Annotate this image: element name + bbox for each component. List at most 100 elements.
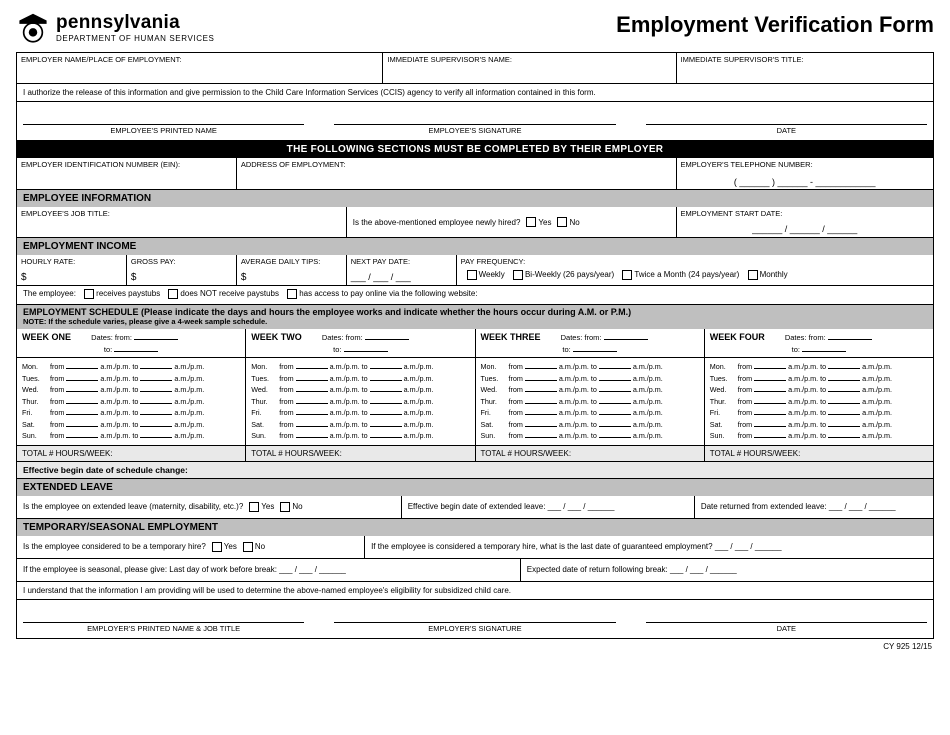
schedule-day-line[interactable]: Tues. from a.m./p.m. to a.m./p.m. [22,373,240,385]
schedule-day-line[interactable]: Sun. from a.m./p.m. to a.m./p.m. [251,430,469,442]
week-four-title: WEEK FOUR [710,332,765,342]
employer-section-banner: THE FOLLOWING SECTIONS MUST BE COMPLETED… [17,141,933,158]
schedule-day-line[interactable]: Wed. from a.m./p.m. to a.m./p.m. [710,384,928,396]
paystubs-prefix: The employee: [23,289,76,298]
start-date-blank[interactable]: ______ / ______ / ______ [681,218,929,234]
employer-date-line[interactable]: DATE [646,622,927,636]
employer-printed-name-line[interactable]: EMPLOYER'S PRINTED NAME & JOB TITLE [23,622,304,636]
freq-monthly-checkbox[interactable] [748,270,758,280]
state-name: pennsylvania [56,12,214,34]
temp-q3a: If the employee is seasonal, please give… [23,565,346,574]
week-two-header: WEEK TWO Dates: from: to: [246,329,475,357]
no-paystubs-checkbox[interactable] [168,289,178,299]
row-temp-1: Is the employee considered to be a tempo… [17,536,933,559]
week-three-header: WEEK THREE Dates: from: to: [476,329,705,357]
freq-twice-checkbox[interactable] [622,270,632,280]
total-hours-1: TOTAL # HOURS/WEEK: [17,446,246,461]
no-label: No [569,218,579,227]
ext-begin-label: Effective begin date of extended leave: … [408,502,615,511]
state-seal-icon [16,12,50,46]
schedule-day-line[interactable]: Tues. from a.m./p.m. to a.m./p.m. [710,373,928,385]
schedule-day-line[interactable]: Fri. from a.m./p.m. to a.m./p.m. [710,407,928,419]
logo-text: pennsylvania DEPARTMENT OF HUMAN SERVICE… [56,12,214,43]
new-hire-yes-checkbox[interactable] [526,217,536,227]
schedule-day-line[interactable]: Thur. from a.m./p.m. to a.m./p.m. [481,396,699,408]
start-date-label: EMPLOYMENT START DATE: [681,209,929,218]
no-paystubs-label: does NOT receive paystubs [180,289,279,298]
gross-pay-label: GROSS PAY: [131,257,232,266]
schedule-day-line[interactable]: Sun. from a.m./p.m. to a.m./p.m. [710,430,928,442]
online-pay-checkbox[interactable] [287,289,297,299]
schedule-banner-text: EMPLOYMENT SCHEDULE (Please indicate the… [23,307,631,317]
tips-dollar: $ [241,266,342,283]
schedule-day-line[interactable]: Wed. from a.m./p.m. to a.m./p.m. [481,384,699,396]
freq-biweekly-checkbox[interactable] [513,270,523,280]
schedule-header-row: WEEK ONE Dates: from: to: WEEK TWO Dates… [17,329,933,358]
schedule-day-line[interactable]: Thur. from a.m./p.m. to a.m./p.m. [710,396,928,408]
freq-weekly-label: Weekly [479,270,505,279]
schedule-day-line[interactable]: Wed. from a.m./p.m. to a.m./p.m. [251,384,469,396]
temp-yes-checkbox[interactable] [212,542,222,552]
temp-no-checkbox[interactable] [243,542,253,552]
schedule-day-line[interactable]: Mon. from a.m./p.m. to a.m./p.m. [481,361,699,373]
week-one-title: WEEK ONE [22,332,71,342]
ext-yes-checkbox[interactable] [249,502,259,512]
employee-date-line[interactable]: DATE [646,124,927,138]
tel-blank[interactable]: ( ______ ) ______ - ____________ [681,169,929,187]
schedule-day-line[interactable]: Thur. from a.m./p.m. to a.m./p.m. [251,396,469,408]
schedule-day-line[interactable]: Tues. from a.m./p.m. to a.m./p.m. [481,373,699,385]
employer-signature-line[interactable]: EMPLOYER'S SIGNATURE [334,622,615,636]
supervisor-name-label: IMMEDIATE SUPERVISOR'S NAME: [387,55,671,64]
next-pay-blank[interactable]: ___ / ___ / ___ [351,266,452,282]
week-four-header: WEEK FOUR Dates: from: to: [705,329,933,357]
schedule-day-line[interactable]: Sun. from a.m./p.m. to a.m./p.m. [481,430,699,442]
employment-income-banner: EMPLOYMENT INCOME [17,238,933,255]
temp-seasonal-banner: TEMPORARY/SEASONAL EMPLOYMENT [17,519,933,536]
form-title: Employment Verification Form [616,12,934,38]
freq-weekly-checkbox[interactable] [467,270,477,280]
schedule-day-line[interactable]: Thur. from a.m./p.m. to a.m./p.m. [22,396,240,408]
schedule-day-line[interactable]: Fri. from a.m./p.m. to a.m./p.m. [481,407,699,419]
schedule-day-line[interactable]: Sat. from a.m./p.m. to a.m./p.m. [710,419,928,431]
schedule-week-col: Mon. from a.m./p.m. to a.m./p.m.Tues. fr… [17,358,246,445]
freq-monthly-label: Monthly [760,270,788,279]
schedule-days-row: Mon. from a.m./p.m. to a.m./p.m.Tues. fr… [17,358,933,446]
hourly-rate-label: HOURLY RATE: [21,257,122,266]
new-hire-no-checkbox[interactable] [557,217,567,227]
temp-q3b: Expected date of return following break:… [527,565,737,574]
schedule-week-col: Mon. from a.m./p.m. to a.m./p.m.Tues. fr… [476,358,705,445]
authorization-text: I authorize the release of this informat… [17,84,933,102]
schedule-day-line[interactable]: Sat. from a.m./p.m. to a.m./p.m. [481,419,699,431]
schedule-day-line[interactable]: Sun. from a.m./p.m. to a.m./p.m. [22,430,240,442]
ein-label: EMPLOYER IDENTIFICATION NUMBER (EIN): [21,160,232,169]
ext-return-label: Date returned from extended leave: ___ /… [701,502,896,511]
week-one-header: WEEK ONE Dates: from: to: [17,329,246,357]
extended-leave-banner: EXTENDED LEAVE [17,479,933,496]
schedule-day-line[interactable]: Sat. from a.m./p.m. to a.m./p.m. [251,419,469,431]
schedule-day-line[interactable]: Fri. from a.m./p.m. to a.m./p.m. [22,407,240,419]
schedule-day-line[interactable]: Tues. from a.m./p.m. to a.m./p.m. [251,373,469,385]
schedule-day-line[interactable]: Fri. from a.m./p.m. to a.m./p.m. [251,407,469,419]
row-extended-leave: Is the employee on extended leave (mater… [17,496,933,519]
schedule-day-line[interactable]: Sat. from a.m./p.m. to a.m./p.m. [22,419,240,431]
yes-label: Yes [538,218,551,227]
receives-paystubs-checkbox[interactable] [84,289,94,299]
week-three-title: WEEK THREE [481,332,541,342]
employee-printed-name-line[interactable]: EMPLOYEE'S PRINTED NAME [23,124,304,138]
employee-signature-line[interactable]: EMPLOYEE'S SIGNATURE [334,124,615,138]
total-hours-row: TOTAL # HOURS/WEEK: TOTAL # HOURS/WEEK: … [17,446,933,462]
total-hours-2: TOTAL # HOURS/WEEK: [246,446,475,461]
freq-twice-label: Twice a Month (24 pays/year) [634,270,739,279]
row-employee-info: EMPLOYEE'S JOB TITLE: Is the above-menti… [17,207,933,238]
tips-label: AVERAGE DAILY TIPS: [241,257,342,266]
schedule-day-line[interactable]: Mon. from a.m./p.m. to a.m./p.m. [251,361,469,373]
employee-info-banner: EMPLOYEE INFORMATION [17,190,933,207]
schedule-day-line[interactable]: Wed. from a.m./p.m. to a.m./p.m. [22,384,240,396]
supervisor-title-label: IMMEDIATE SUPERVISOR'S TITLE: [681,55,929,64]
schedule-day-line[interactable]: Mon. from a.m./p.m. to a.m./p.m. [710,361,928,373]
logo-block: pennsylvania DEPARTMENT OF HUMAN SERVICE… [16,12,214,46]
schedule-day-line[interactable]: Mon. from a.m./p.m. to a.m./p.m. [22,361,240,373]
temp-q1: Is the employee considered to be a tempo… [23,542,206,551]
row-income: HOURLY RATE: $ GROSS PAY: $ AVERAGE DAIL… [17,255,933,286]
ext-no-checkbox[interactable] [280,502,290,512]
